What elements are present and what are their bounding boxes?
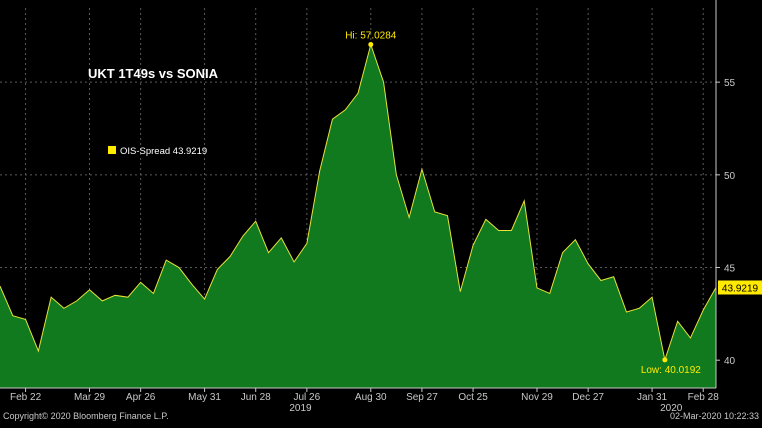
x-tick-label: Apr 26 xyxy=(126,392,156,403)
x-tick-label: Sep 27 xyxy=(406,392,438,403)
x-tick-label: Nov 29 xyxy=(521,392,553,403)
x-tick-label: Aug 30 xyxy=(355,392,387,403)
y-tick-label: 45 xyxy=(724,264,736,275)
x-tick-label: May 31 xyxy=(188,392,221,403)
x-year-label: 2020 xyxy=(660,403,683,414)
footer-copyright: Copyright© 2020 Bloomberg Finance L.P. xyxy=(3,411,169,421)
low-marker xyxy=(662,357,668,363)
annotation-layer: Hi: 57.0284 Low: 40.0192 43.9219 xyxy=(345,31,762,376)
y-tick-label: 40 xyxy=(724,356,736,367)
x-tick-label: Jul 26 xyxy=(294,392,321,403)
y-tick-label: 50 xyxy=(724,171,736,182)
axis-layer: 40 45 50 55 Feb 22 Mar 29 Apr 26 May 31 Jun 28 Ju… xyxy=(0,0,736,414)
last-value-badge xyxy=(718,280,762,295)
x-tick-label: Jun 28 xyxy=(241,392,271,403)
y-tick-label: 55 xyxy=(724,78,736,89)
legend-swatch xyxy=(108,146,116,154)
high-marker xyxy=(368,42,374,48)
footer-timestamp: 02-Mar-2020 10:22:33 xyxy=(670,411,759,421)
x-tick-label: Feb 22 xyxy=(10,392,42,403)
last-value-label: 43.9219 xyxy=(722,283,759,294)
low-label: Low: 40.0192 xyxy=(641,365,701,376)
high-label: Hi: 57.0284 xyxy=(345,31,397,42)
x-year-label: 2019 xyxy=(289,403,312,414)
x-tick-label: Feb 28 xyxy=(688,392,720,403)
x-tick-label: Jan 31 xyxy=(637,392,667,403)
x-tick-label: Mar 29 xyxy=(74,392,106,403)
x-tick-label: Dec 27 xyxy=(572,392,604,403)
ois-spread-area xyxy=(0,44,716,389)
area-layer xyxy=(0,42,717,389)
chart-title: UKT 1T49s vs SONIA xyxy=(88,66,219,81)
ois-spread-line xyxy=(0,42,717,362)
legend-label: OIS-Spread 43.9219 xyxy=(120,146,207,157)
x-tick-label: Oct 25 xyxy=(458,392,488,403)
